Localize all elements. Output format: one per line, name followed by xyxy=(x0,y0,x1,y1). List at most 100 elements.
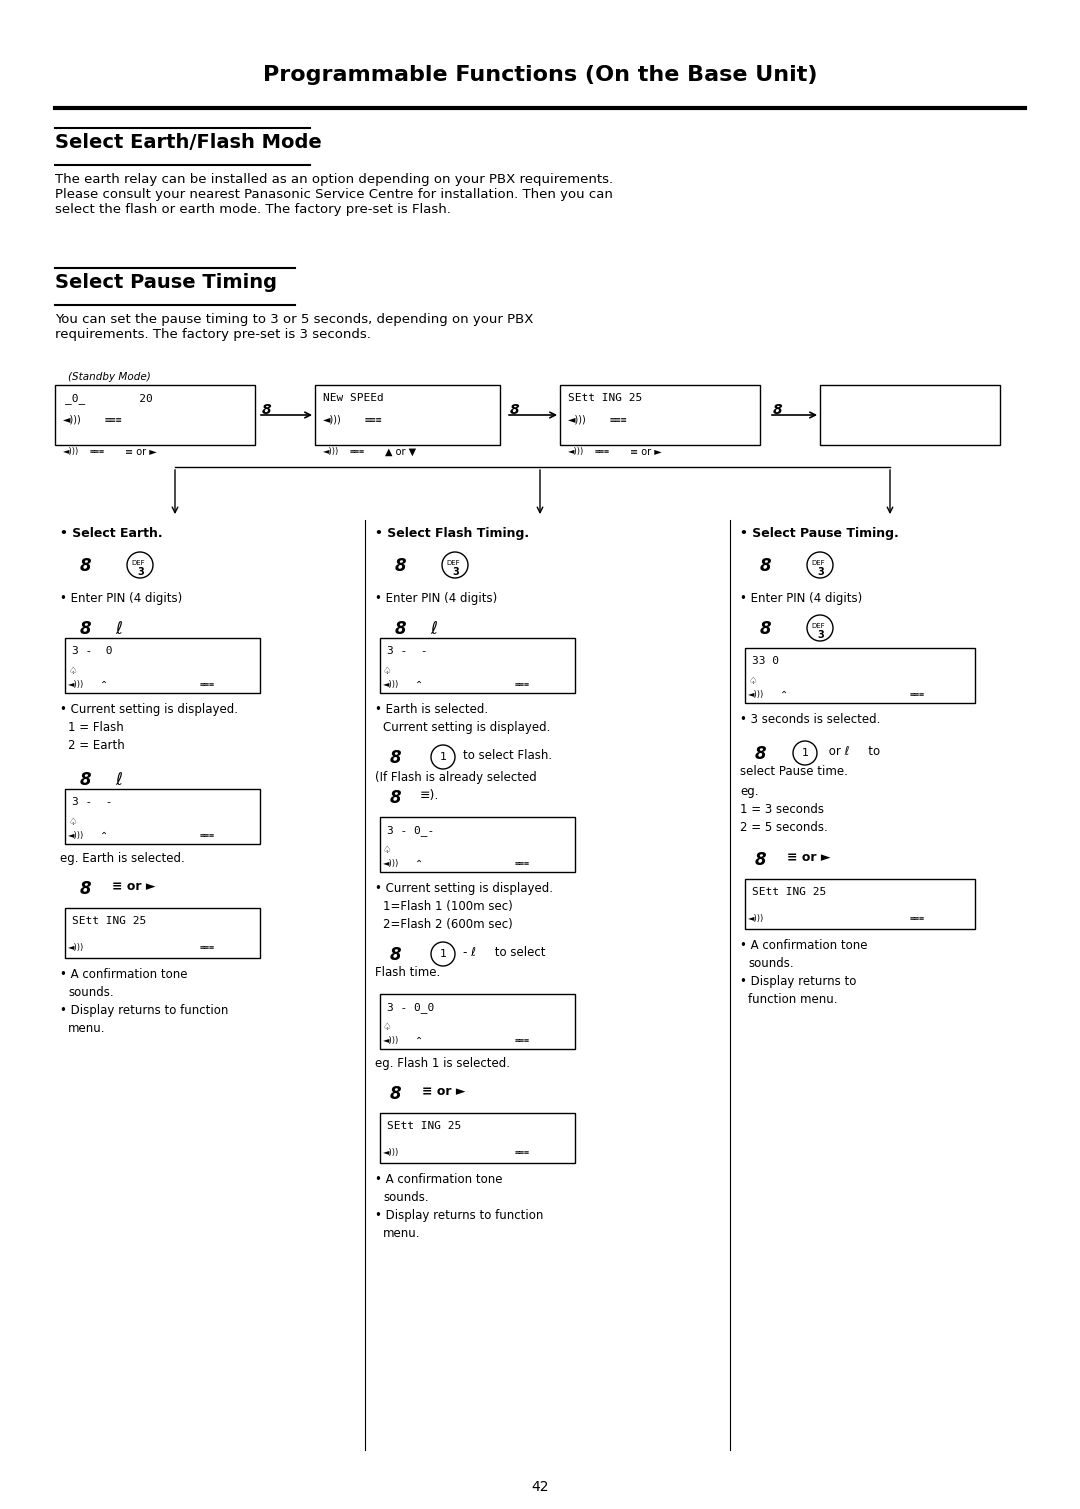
Text: select Pause time.: select Pause time. xyxy=(740,765,848,779)
Text: (If Flash is already selected: (If Flash is already selected xyxy=(375,771,537,785)
Bar xyxy=(745,647,975,703)
Text: 8: 8 xyxy=(390,789,402,807)
Text: 3: 3 xyxy=(453,567,459,576)
Text: ◄))): ◄))) xyxy=(383,859,400,868)
Text: ◄))): ◄))) xyxy=(323,447,339,456)
Text: Flash time.: Flash time. xyxy=(375,966,441,979)
Text: ≡≡≡: ≡≡≡ xyxy=(595,447,610,456)
Text: 8: 8 xyxy=(755,851,767,869)
Text: 33 0: 33 0 xyxy=(752,656,779,665)
Text: ≡).: ≡). xyxy=(420,789,440,801)
Text: DEF: DEF xyxy=(811,623,825,629)
Text: • Display returns to function: • Display returns to function xyxy=(375,1209,543,1222)
Text: 8: 8 xyxy=(760,620,771,638)
Text: 8: 8 xyxy=(760,557,771,575)
Text: ◄))): ◄))) xyxy=(748,914,765,924)
Text: Select Earth/Flash Mode: Select Earth/Flash Mode xyxy=(55,133,322,152)
Bar xyxy=(561,385,760,445)
Text: DEF: DEF xyxy=(446,560,460,566)
Text: NEw SPEEd: NEw SPEEd xyxy=(323,392,383,403)
Text: ≡≡≡: ≡≡≡ xyxy=(200,943,215,952)
Text: 3: 3 xyxy=(816,567,824,576)
Text: ◄))): ◄))) xyxy=(68,943,84,952)
Text: ♤: ♤ xyxy=(748,676,757,687)
Text: The earth relay can be installed as an option depending on your PBX requirements: The earth relay can be installed as an o… xyxy=(55,174,613,216)
Text: 1=Flash 1 (100m sec): 1=Flash 1 (100m sec) xyxy=(383,899,513,913)
Text: ≡≡≡: ≡≡≡ xyxy=(515,859,530,868)
Text: ◄))): ◄))) xyxy=(383,1037,400,1046)
Text: ≡≡≡: ≡≡≡ xyxy=(610,415,627,426)
Bar xyxy=(380,638,575,693)
Text: ≡ or ►: ≡ or ► xyxy=(112,880,156,893)
Text: • Current setting is displayed.: • Current setting is displayed. xyxy=(60,703,238,715)
Text: Programmable Functions (On the Base Unit): Programmable Functions (On the Base Unit… xyxy=(262,65,818,85)
Text: ◄))): ◄))) xyxy=(63,415,82,426)
Text: ◄))): ◄))) xyxy=(383,681,400,690)
Text: SEtt ING 25: SEtt ING 25 xyxy=(387,1121,461,1132)
Text: ◄))): ◄))) xyxy=(568,415,586,426)
Text: 8: 8 xyxy=(80,557,92,575)
Text: 3 - 0_0: 3 - 0_0 xyxy=(387,1002,434,1013)
Text: Select Pause Timing: Select Pause Timing xyxy=(55,273,276,293)
Text: 3: 3 xyxy=(816,629,824,640)
Text: You can set the pause timing to 3 or 5 seconds, depending on your PBX
requiremen: You can set the pause timing to 3 or 5 s… xyxy=(55,312,534,341)
Bar xyxy=(65,638,260,693)
Text: ◄))): ◄))) xyxy=(748,690,765,699)
Text: • 3 seconds is selected.: • 3 seconds is selected. xyxy=(740,712,880,726)
Text: ≡ or ►: ≡ or ► xyxy=(630,447,662,457)
Text: 42: 42 xyxy=(531,1480,549,1494)
Text: eg. Earth is selected.: eg. Earth is selected. xyxy=(60,853,185,865)
Text: - ℓ     to select: - ℓ to select xyxy=(463,946,545,960)
Text: 1: 1 xyxy=(801,748,809,758)
Text: DEF: DEF xyxy=(131,560,145,566)
Text: ⌃: ⌃ xyxy=(100,681,108,690)
Text: to select Flash.: to select Flash. xyxy=(463,748,552,762)
Text: 3 - 0_-: 3 - 0_- xyxy=(387,825,434,836)
Text: ≡ or ►: ≡ or ► xyxy=(787,851,831,865)
Text: ≡≡≡: ≡≡≡ xyxy=(90,447,105,456)
Text: ℓ: ℓ xyxy=(114,771,122,789)
Text: ⌃: ⌃ xyxy=(100,831,108,841)
Text: ≡≡≡: ≡≡≡ xyxy=(200,831,215,841)
Text: 3 -  0: 3 - 0 xyxy=(72,646,112,656)
Text: 8: 8 xyxy=(395,557,407,575)
Text: or ℓ     to: or ℓ to xyxy=(825,745,880,758)
Text: function menu.: function menu. xyxy=(748,993,837,1007)
Text: SEtt ING 25: SEtt ING 25 xyxy=(568,392,643,403)
Bar xyxy=(380,816,575,872)
Text: ◄))): ◄))) xyxy=(383,1148,400,1157)
Text: ≡≡≡: ≡≡≡ xyxy=(350,447,365,456)
Text: 8: 8 xyxy=(390,946,402,964)
Text: ♤: ♤ xyxy=(68,665,77,676)
Text: ♤: ♤ xyxy=(383,845,392,856)
Text: menu.: menu. xyxy=(68,1022,106,1035)
Text: • Earth is selected.: • Earth is selected. xyxy=(375,703,488,715)
Text: eg.: eg. xyxy=(740,785,758,798)
Text: • Select Flash Timing.: • Select Flash Timing. xyxy=(375,527,529,540)
Text: • A confirmation tone: • A confirmation tone xyxy=(740,939,867,952)
Text: • A confirmation tone: • A confirmation tone xyxy=(60,967,188,981)
Bar xyxy=(745,880,975,930)
Text: eg. Flash 1 is selected.: eg. Flash 1 is selected. xyxy=(375,1056,510,1070)
Text: menu.: menu. xyxy=(383,1227,420,1240)
Text: 3 -  -: 3 - - xyxy=(387,646,428,656)
Text: 8: 8 xyxy=(80,620,92,638)
Bar xyxy=(315,385,500,445)
Text: 8: 8 xyxy=(773,403,783,416)
Text: ◄))): ◄))) xyxy=(68,681,84,690)
Text: ℓ: ℓ xyxy=(430,620,437,638)
Bar xyxy=(380,994,575,1049)
Text: ♤: ♤ xyxy=(383,665,392,676)
Text: 1 = 3 seconds: 1 = 3 seconds xyxy=(740,803,824,816)
Text: ℓ: ℓ xyxy=(114,620,122,638)
Text: ≡≡≡: ≡≡≡ xyxy=(515,1037,530,1046)
Text: ◄))): ◄))) xyxy=(323,415,341,426)
Text: ≡ or ►: ≡ or ► xyxy=(125,447,157,457)
Text: ≡≡≡: ≡≡≡ xyxy=(105,415,123,426)
Text: ▲ or ▼: ▲ or ▼ xyxy=(384,447,416,457)
Text: 1: 1 xyxy=(440,949,446,960)
Text: ≡≡≡: ≡≡≡ xyxy=(910,690,924,699)
Text: ≡≡≡: ≡≡≡ xyxy=(515,681,530,690)
Text: • Display returns to: • Display returns to xyxy=(740,975,856,988)
Text: sounds.: sounds. xyxy=(383,1191,429,1204)
